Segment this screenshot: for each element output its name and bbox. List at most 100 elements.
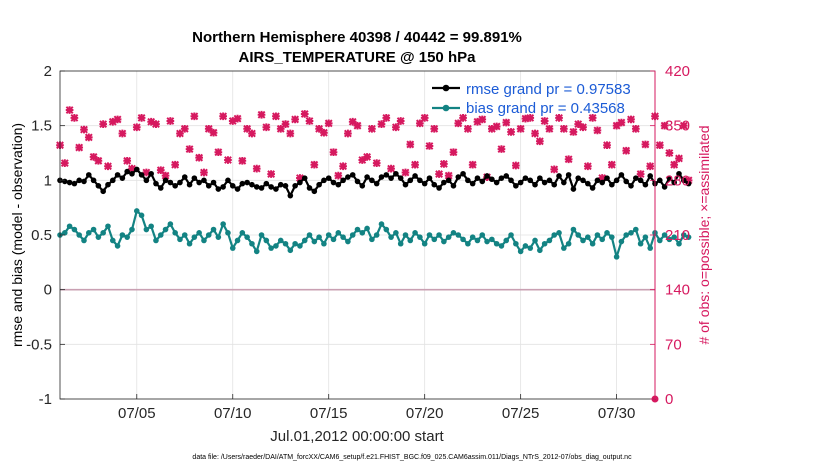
bias-point [369,236,375,243]
rmse-point [378,174,385,180]
bias-point [661,232,668,238]
bias-point [465,240,471,247]
obs-marker-glyph [176,129,184,138]
bias-point [109,237,116,244]
bias-point [412,230,418,236]
obs-assimilated-marker [435,170,443,178]
rmse-point [417,177,423,184]
obs-assimilated-marker [137,113,146,122]
obs-marker-glyph [310,160,319,169]
bias-point [143,226,150,233]
rmse-point [517,179,524,186]
obs-assimilated-marker [123,156,132,165]
rmse-point [258,185,265,191]
obs-marker-glyph [675,154,683,163]
rmse-point [215,186,222,192]
obs-marker-glyph [516,124,525,133]
rmse-point [647,173,654,179]
obs-assimilated-marker [655,141,664,150]
obs-assimilated-marker [195,153,204,162]
left-tick-label: 0.5 [31,227,52,244]
bias-point [585,234,591,240]
bias-point [345,238,351,245]
right-tick-label: 350 [665,118,690,135]
obs-marker-glyph [209,128,218,137]
obs-assimilated-marker [176,129,184,138]
rmse-point [575,175,582,181]
obs-marker-glyph [593,126,602,135]
obs-marker-glyph [425,142,434,150]
rmse-point [95,183,102,189]
obs-marker-glyph [190,112,199,121]
obs-marker-glyph [123,156,132,165]
bias-point [61,230,68,236]
obs-assimilated-marker [631,124,640,133]
obs-marker-glyph [387,164,395,173]
bias-point [426,232,433,238]
obs-marker-glyph [166,117,175,125]
obs-marker-glyph [75,143,84,152]
obs-assimilated-marker [367,124,376,133]
obs-marker-glyph [382,113,391,122]
obs-marker-glyph [348,117,357,126]
rmse-point [306,185,313,191]
obs-assimilated-marker [118,129,127,138]
rmse-point [397,175,404,181]
obs-marker-glyph [521,114,530,123]
rmse-point [364,174,370,180]
obs-assimilated-marker [454,119,463,128]
rmse-point [460,170,466,177]
bias-point [671,234,677,240]
obs-marker-glyph [607,160,616,169]
obs-assimilated-marker [75,143,84,152]
obs-assimilated-marker [286,129,295,138]
obs-assimilated-marker [252,164,261,173]
obs-assimilated-marker [521,114,530,123]
obs-marker-glyph [161,171,170,180]
rmse-point [613,177,620,184]
obs-assimilated-marker [507,128,515,136]
bias-point [359,230,366,236]
obs-marker-glyph [180,124,189,133]
rmse-point [642,181,649,188]
obs-assimilated-marker [679,121,688,130]
obs-marker-glyph [660,121,669,130]
obs-marker-glyph [502,118,511,127]
rmse-point [124,168,130,175]
rmse-point [177,179,183,186]
legend-rmse-label: rmse grand pr = 0.97583 [466,81,631,98]
rmse-point [292,183,298,189]
obs-assimilated-marker [607,160,616,169]
bias-point [378,221,385,227]
obs-marker-glyph [156,166,165,175]
rmse-point [570,186,577,192]
bias-point [455,232,462,238]
obs-assimilated-marker [305,117,314,125]
bias-point [273,243,279,249]
bias-point [407,237,414,244]
bias-point [489,236,495,243]
obs-marker-glyph [411,160,419,169]
obs-assimilated-marker [391,123,400,132]
rmse-point [421,180,428,187]
obs-marker-glyph [286,129,295,138]
obs-marker-glyph [228,117,237,125]
bias-point [441,238,447,245]
rmse-point [469,180,476,187]
left-tick-label: 1.5 [31,118,52,135]
obs-assimilated-marker [209,128,218,137]
obs-assimilated-marker [535,137,544,146]
rmse-point [263,180,270,187]
bias-point [210,226,217,233]
right-tick-label: 210 [665,227,690,244]
rmse-point [393,170,399,177]
rmse-point [618,172,625,178]
rmse-point [671,179,677,186]
obs-assimilated-marker [99,120,108,129]
bias-point [647,245,654,251]
bias-point [613,254,620,260]
obs-marker-glyph [478,115,487,124]
obs-marker-glyph [420,113,429,122]
left-tick-label: 1 [44,172,52,189]
x-tick-label: 07/15 [310,405,348,422]
